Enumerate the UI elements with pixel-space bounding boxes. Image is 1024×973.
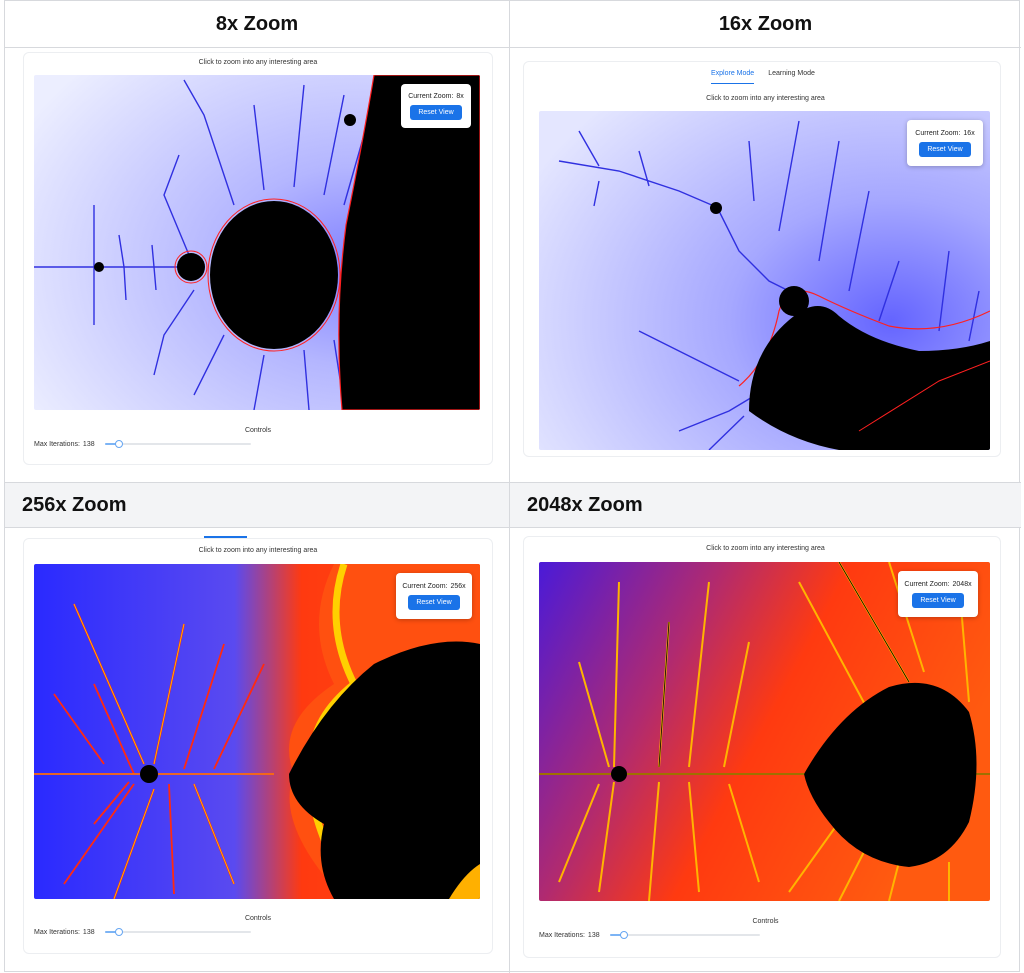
- current-zoom-readout: Current Zoom: 2048x: [904, 581, 971, 588]
- grid-divider-header-bottom: [5, 527, 1021, 528]
- current-zoom-label: Current Zoom:: [915, 129, 961, 137]
- max-iterations-value: 138: [587, 932, 600, 939]
- slider-thumb-icon[interactable]: [115, 440, 123, 448]
- fractal-canvas-256x[interactable]: [34, 564, 480, 899]
- max-iterations-readout: Max Iterations: 138: [539, 932, 600, 939]
- panel-header-8x: 8x Zoom: [215, 12, 299, 35]
- max-iterations-label: Max Iterations:: [539, 932, 585, 939]
- slider-fill: [610, 934, 624, 936]
- zoom-hint: Click to zoom into any interesting area: [706, 545, 825, 552]
- slider-track: [610, 934, 760, 936]
- tab-learning-mode[interactable]: Learning Mode: [768, 70, 815, 77]
- slider-thumb-icon[interactable]: [115, 928, 123, 936]
- max-iterations-label: Max Iterations:: [34, 929, 80, 936]
- current-zoom-value: 8x: [456, 92, 464, 100]
- fractal-canvas-8x[interactable]: [34, 75, 480, 410]
- fractal-canvas-16x[interactable]: [539, 111, 990, 450]
- current-zoom-value: 2048x: [952, 580, 972, 588]
- zoom-info-panel: Current Zoom: 256x Reset View: [396, 573, 472, 619]
- max-iterations-readout: Max Iterations: 138: [34, 441, 95, 448]
- panel-header-16x: 16x Zoom: [718, 12, 813, 35]
- max-iterations-slider[interactable]: [105, 928, 251, 936]
- max-iterations-readout: Max Iterations: 138: [34, 929, 95, 936]
- reset-view-button[interactable]: Reset View: [912, 592, 964, 608]
- current-zoom-label: Current Zoom:: [904, 580, 950, 588]
- max-iterations-slider[interactable]: [610, 931, 760, 939]
- panel-header-256x: 256x Zoom: [5, 483, 509, 527]
- current-zoom-readout: Current Zoom: 16x: [915, 130, 974, 137]
- panel-header-2048x: 2048x Zoom: [510, 483, 1021, 527]
- zoom-hint: Click to zoom into any interesting area: [706, 95, 825, 102]
- active-tab-indicator: [204, 536, 247, 538]
- grid-divider-middle: [5, 482, 1021, 483]
- slider-thumb-icon[interactable]: [620, 931, 628, 939]
- current-zoom-value: 16x: [963, 129, 975, 137]
- max-iterations-value: 138: [82, 929, 95, 936]
- max-iterations-slider[interactable]: [105, 440, 251, 448]
- controls-title: Controls: [244, 915, 272, 922]
- comparison-grid: 8x Zoom 16x Zoom 256x Zoom 2048x Zoom Cl…: [4, 0, 1021, 973]
- zoom-info-panel: Current Zoom: 2048x Reset View: [898, 571, 978, 617]
- current-zoom-label: Current Zoom:: [408, 92, 454, 100]
- slider-track: [105, 443, 251, 445]
- controls-title: Controls: [752, 918, 779, 925]
- grid-divider-vertical: [509, 1, 510, 973]
- current-zoom-readout: Current Zoom: 256x: [402, 583, 465, 590]
- fractal-canvas-2048x[interactable]: [539, 562, 990, 901]
- zoom-hint: Click to zoom into any interesting area: [198, 547, 318, 554]
- max-iterations-label: Max Iterations:: [34, 441, 80, 448]
- reset-view-button[interactable]: Reset View: [408, 594, 460, 610]
- current-zoom-value: 256x: [450, 582, 466, 590]
- current-zoom-readout: Current Zoom: 8x: [408, 93, 464, 100]
- slider-fill: [105, 931, 119, 933]
- zoom-info-panel: Current Zoom: 16x Reset View: [907, 120, 983, 166]
- zoom-hint: Click to zoom into any interesting area: [198, 59, 318, 66]
- max-iterations-value: 138: [82, 441, 95, 448]
- reset-view-button[interactable]: Reset View: [919, 141, 971, 157]
- current-zoom-label: Current Zoom:: [402, 582, 448, 590]
- slider-fill: [105, 443, 119, 445]
- zoom-info-panel: Current Zoom: 8x Reset View: [401, 84, 471, 128]
- reset-view-button[interactable]: Reset View: [410, 104, 462, 120]
- slider-track: [105, 931, 251, 933]
- controls-title: Controls: [244, 427, 272, 434]
- mode-tabs: Explore Mode Learning Mode: [711, 70, 815, 84]
- tab-explore-mode[interactable]: Explore Mode: [711, 70, 755, 84]
- grid-divider-header-top: [5, 47, 1021, 48]
